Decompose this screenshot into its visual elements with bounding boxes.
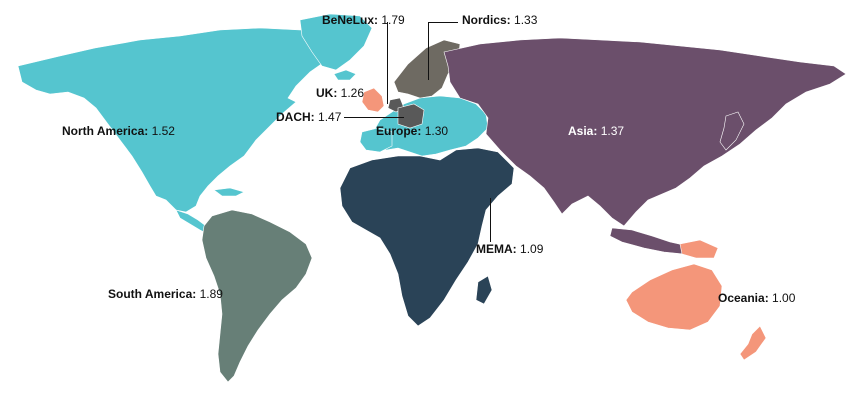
dach-leader-line: [344, 117, 404, 118]
mema-name: MEMA:: [476, 242, 517, 256]
dach-value: 1.47: [318, 110, 342, 124]
madagascar-region: [475, 275, 493, 305]
nordics-leader-line-h: [428, 22, 458, 23]
oceania-region: [625, 263, 723, 331]
label-oceania: Oceania: 1.00: [718, 291, 795, 305]
label-dach: DACH: 1.47: [276, 110, 341, 124]
benelux-name: BeNeLux:: [322, 13, 379, 27]
north-america-region: [17, 27, 361, 213]
mema-region: [339, 147, 515, 327]
uk-value: 1.26: [340, 86, 365, 100]
label-nordics: Nordics: 1.33: [462, 13, 537, 27]
asia-value: 1.37: [600, 124, 625, 138]
mema-leader-line: [490, 198, 491, 242]
label-south-america: South America: 1.89: [108, 287, 223, 301]
nordics-name: Nordics:: [462, 13, 511, 27]
south-america-region: [201, 209, 313, 383]
nordics-region: [393, 39, 461, 99]
oceania-value: 1.00: [772, 291, 796, 305]
uk-region: [361, 87, 385, 113]
asia-name: Asia:: [568, 124, 598, 138]
greenland-region: [299, 13, 373, 71]
nordics-value: 1.33: [514, 13, 538, 27]
south-america-value: 1.89: [199, 287, 223, 301]
iceland-region: [333, 69, 357, 81]
uk-name: UK:: [316, 86, 338, 100]
japan-region: [719, 111, 745, 151]
label-europe: Europe: 1.30: [376, 124, 448, 138]
nordics-leader-line-v: [428, 22, 429, 80]
europe-name: Europe:: [376, 124, 422, 138]
caribbean-region: [213, 187, 245, 197]
label-north-america: North America: 1.52: [62, 124, 175, 138]
benelux-leader-line: [387, 22, 388, 104]
europe-value: 1.30: [424, 124, 449, 138]
label-benelux: BeNeLux: 1.79: [322, 13, 405, 27]
png-region: [679, 239, 719, 259]
dach-region: [397, 103, 425, 129]
dach-name: DACH:: [276, 110, 315, 124]
label-uk: UK: 1.26: [316, 86, 364, 100]
north-america-name: North America:: [62, 124, 149, 138]
se-asia-islands-region: [609, 227, 689, 255]
asia-region: [443, 37, 847, 227]
mema-value: 1.09: [520, 242, 544, 256]
benelux-value: 1.79: [381, 13, 405, 27]
south-america-name: South America:: [108, 287, 197, 301]
new-zealand-region: [739, 325, 767, 361]
north-america-value: 1.52: [151, 124, 175, 138]
iberia-region: [359, 127, 393, 153]
label-asia: Asia: 1.37: [568, 124, 624, 138]
label-mema: MEMA: 1.09: [476, 242, 543, 256]
oceania-name: Oceania:: [718, 291, 769, 305]
